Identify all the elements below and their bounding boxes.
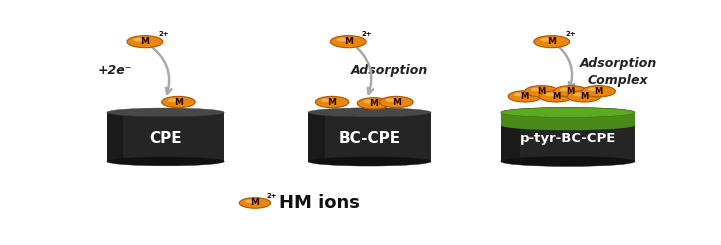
Circle shape (525, 86, 558, 97)
Text: M: M (344, 37, 353, 46)
Ellipse shape (107, 108, 224, 117)
Text: 2+: 2+ (159, 31, 169, 37)
Text: M: M (521, 92, 529, 101)
Circle shape (539, 91, 573, 102)
Circle shape (167, 98, 179, 102)
Text: M: M (369, 99, 379, 108)
Text: 2+: 2+ (267, 193, 278, 199)
Circle shape (540, 38, 552, 42)
Circle shape (315, 96, 349, 108)
Bar (501, 112, 520, 161)
Text: M: M (392, 98, 401, 107)
Text: p-tyr-BC-CPE: p-tyr-BC-CPE (520, 132, 616, 145)
Text: CPE: CPE (149, 131, 182, 146)
Ellipse shape (501, 107, 635, 117)
Text: M: M (580, 92, 588, 101)
Circle shape (559, 88, 571, 91)
Circle shape (321, 98, 332, 102)
Text: M: M (141, 37, 149, 46)
Text: 2+: 2+ (362, 31, 372, 37)
Ellipse shape (501, 157, 635, 166)
Circle shape (588, 88, 598, 91)
Circle shape (337, 38, 348, 42)
Text: 2+: 2+ (565, 31, 575, 37)
Ellipse shape (308, 108, 431, 117)
Text: M: M (547, 37, 556, 46)
Circle shape (357, 98, 391, 109)
Circle shape (531, 88, 541, 91)
Ellipse shape (501, 107, 635, 117)
Bar (107, 112, 123, 161)
Ellipse shape (308, 157, 431, 166)
Text: M: M (327, 98, 337, 107)
Text: M: M (567, 87, 575, 96)
Bar (308, 112, 325, 161)
Ellipse shape (501, 120, 635, 130)
Bar (308, 112, 431, 161)
Text: M: M (174, 98, 183, 107)
Bar (107, 112, 224, 161)
Text: M: M (595, 87, 603, 96)
Circle shape (508, 91, 541, 102)
Text: M: M (552, 92, 560, 101)
Text: BC-CPE: BC-CPE (338, 131, 401, 146)
Circle shape (239, 198, 270, 208)
Circle shape (545, 93, 557, 97)
Circle shape (573, 93, 584, 97)
Text: +2e⁻: +2e⁻ (98, 64, 133, 77)
Circle shape (133, 38, 145, 42)
Circle shape (330, 36, 366, 48)
Text: Adsorption: Adsorption (580, 57, 657, 70)
Bar (501, 112, 635, 161)
Circle shape (379, 96, 413, 108)
Circle shape (245, 199, 255, 203)
Ellipse shape (107, 157, 224, 166)
Circle shape (386, 98, 397, 102)
Circle shape (554, 86, 588, 97)
Bar (501, 112, 635, 125)
Circle shape (162, 96, 195, 108)
Text: M: M (537, 87, 546, 96)
Circle shape (534, 36, 570, 48)
Text: HM ions: HM ions (279, 194, 360, 212)
Circle shape (514, 93, 525, 97)
Circle shape (363, 100, 374, 103)
Text: M: M (250, 198, 260, 208)
Circle shape (567, 91, 601, 102)
Circle shape (127, 36, 163, 48)
Circle shape (582, 86, 615, 97)
Text: Adsorption: Adsorption (350, 64, 428, 77)
Text: Complex: Complex (588, 74, 648, 87)
